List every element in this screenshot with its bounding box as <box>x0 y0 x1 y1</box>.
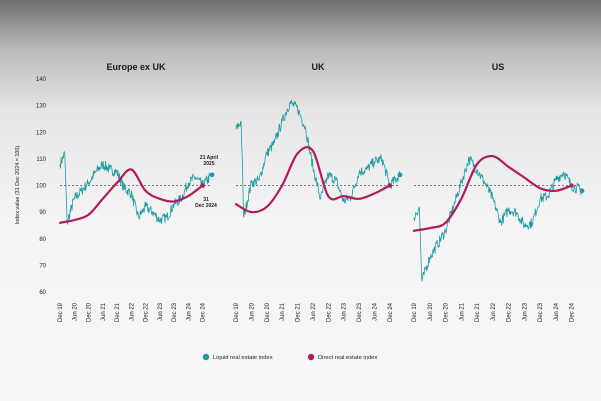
legend-label-liquid: Liquid real estate index <box>213 355 273 361</box>
x-tick-label: Dec 22 <box>326 302 332 322</box>
legend: Liquid real estate index Direct real est… <box>202 353 377 361</box>
end-point-direct <box>200 183 205 188</box>
x-tick-label: Jun 20 <box>428 302 434 321</box>
x-tick-label: Jun 24 <box>186 302 192 321</box>
annotation-base-date: 31 Dec 2024 <box>195 197 217 209</box>
series-line-liquid <box>413 155 583 282</box>
x-tick-label: Dec 19 <box>234 302 240 322</box>
x-tick-label: Dec 21 <box>115 302 121 322</box>
x-tick-label: Dec 23 <box>172 302 178 322</box>
panel-title: US <box>492 62 505 72</box>
x-tick-label: Jun 20 <box>249 302 255 321</box>
x-tick-label: Dec 20 <box>265 302 271 322</box>
end-point-direct <box>387 183 392 188</box>
panel-title: Europe ex UK <box>106 62 166 72</box>
x-tick-label: Jun 21 <box>280 302 286 321</box>
series-line-liquid <box>59 150 213 226</box>
series-line-direct <box>412 155 573 232</box>
x-tick-label: Jun 22 <box>129 302 135 321</box>
x-tick-label: Jun 23 <box>522 302 528 321</box>
y-tick-label: 100 <box>36 184 47 190</box>
legend-marker-direct <box>307 353 315 361</box>
end-point-liquid <box>579 188 585 194</box>
x-tick-label: Dec 21 <box>475 302 481 322</box>
y-axis-label: Index value (31 Dec 2024 = 100) <box>15 146 21 225</box>
x-tick-label: Jun 20 <box>72 302 78 321</box>
x-tick-label: Jun 24 <box>554 302 560 321</box>
end-point-liquid <box>209 172 215 178</box>
end-point-liquid <box>397 172 403 178</box>
y-tick-label: 140 <box>36 77 47 83</box>
series-line-direct <box>58 168 204 224</box>
panel-europe-ex-uk: Europe ex UK Dec 19 Jun 20 Dec 20 Jun 21 Dec … <box>58 62 219 322</box>
x-tick-label: Jun 22 <box>491 302 497 321</box>
series-line-liquid <box>235 99 401 218</box>
x-tick-label: Dec 19 <box>412 302 418 322</box>
series-line-direct <box>234 146 391 214</box>
y-tick-label: 60 <box>39 290 46 296</box>
panel-uk: UK Dec 19 Jun 20 Dec 20 Jun 21 Dec 21 Jun 22 De… <box>234 62 403 322</box>
y-tick-label: 130 <box>36 104 47 110</box>
annotation-latest-date: 21 April 2025 <box>200 155 219 167</box>
x-tick-label: Dec 21 <box>296 302 302 322</box>
legend-marker-liquid <box>202 353 210 361</box>
y-tick-label: 90 <box>39 210 46 216</box>
x-tick-label: Dec 22 <box>144 302 150 322</box>
panel-us: US Dec 19 Jun 20 Dec 20 Jun 21 Dec 21 Jun 22 De… <box>412 62 585 322</box>
x-tick-label: Jun 24 <box>372 302 378 321</box>
y-tick-label: 110 <box>36 157 46 163</box>
x-tick-label: Jun 22 <box>311 302 317 321</box>
y-tick-label: 70 <box>39 263 46 269</box>
x-tick-label: Dec 24 <box>570 302 576 322</box>
x-tick-label: Jun 23 <box>342 302 348 321</box>
end-point-direct <box>569 183 574 188</box>
x-tick-label: Dec 24 <box>201 302 207 322</box>
x-tick-label: Dec 20 <box>87 302 93 322</box>
x-tick-label: Dec 24 <box>388 302 394 322</box>
x-tick-label: Dec 22 <box>507 302 513 322</box>
x-tick-label: Jun 23 <box>158 302 164 321</box>
x-tick-label: Jun 21 <box>459 302 465 321</box>
legend-label-direct: Direct real estate index <box>318 355 377 361</box>
x-tick-label: Dec 23 <box>357 302 363 322</box>
y-tick-label: 80 <box>39 237 46 243</box>
x-tick-label: Dec 23 <box>538 302 544 322</box>
x-tick-label: Jun 21 <box>101 302 107 321</box>
x-tick-label: Dec 19 <box>58 302 64 322</box>
panel-title: UK <box>312 62 325 72</box>
y-tick-label: 120 <box>36 130 47 136</box>
x-tick-label: Dec 20 <box>444 302 450 322</box>
